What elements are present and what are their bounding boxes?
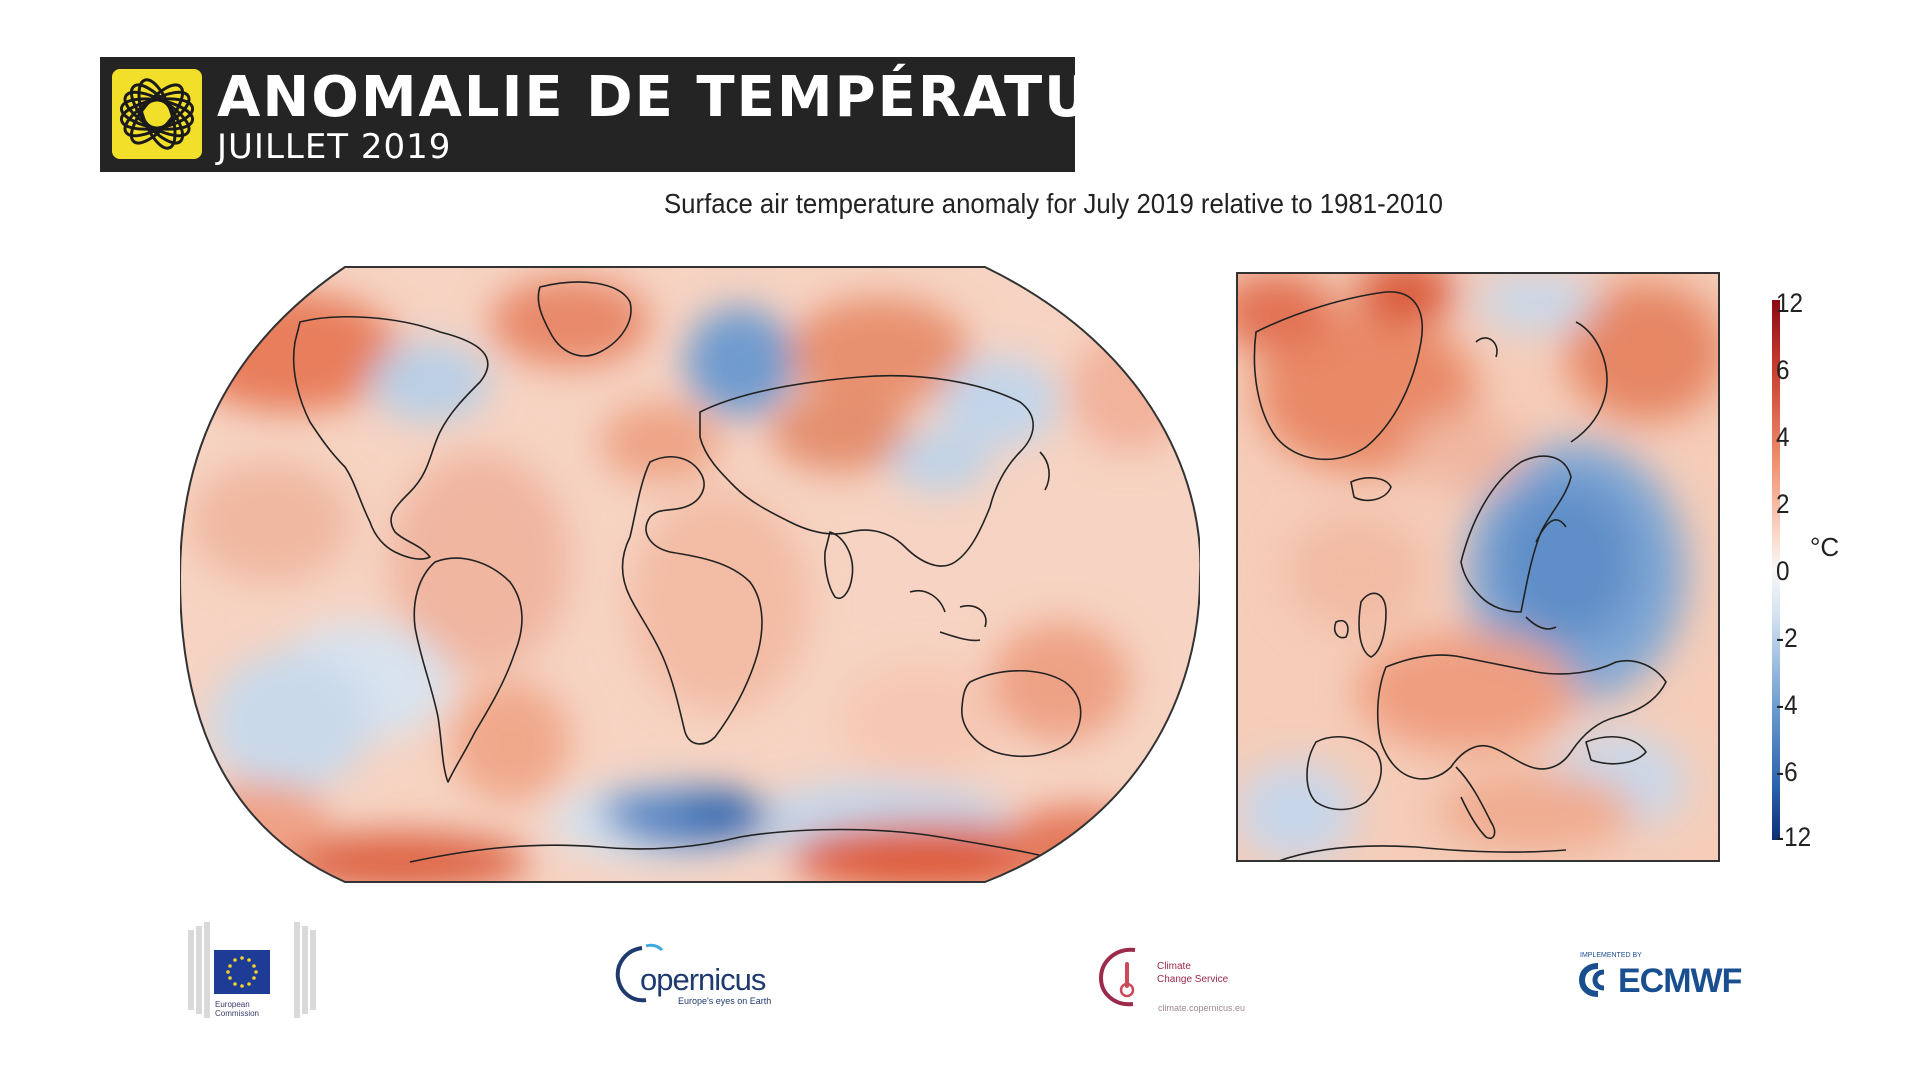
colorbar-tick-label: -4 (1776, 690, 1798, 720)
colorbar-unit: °C (1810, 532, 1840, 562)
colorbar-tick-label: 12 (1776, 288, 1804, 318)
world-anomaly-map (180, 266, 1200, 883)
banner-subtitle: JUILLET 2019 (217, 127, 452, 167)
ecmwf-wordmark: ECMWF (1618, 962, 1742, 1000)
c3s-url: climate.copernicus.eu (1158, 1003, 1246, 1013)
colorbar-tick-label: 2 (1776, 489, 1790, 519)
colorbar-tick-label: 6 (1776, 355, 1790, 385)
colorbar-tick-label: -12 (1776, 822, 1812, 852)
climate-change-service-logo (1098, 947, 1136, 1007)
c3s-wordmark: Climate Change Service (1157, 961, 1229, 985)
eu-caption: European Commission (215, 1000, 260, 1018)
yellow-globe-logo-icon (112, 69, 202, 159)
copernicus-wordmark: opernicus (640, 962, 766, 997)
ecmwf-symbol-icon (1578, 963, 1605, 997)
copernicus-logo (615, 943, 664, 1003)
colorbar-tick-label: -2 (1776, 623, 1798, 653)
title-banner: ANOMALIE DE TEMPÉRATURE JUILLET 2019 (100, 57, 1175, 172)
figure-title: Surface air temperature anomaly for July… (664, 188, 1443, 219)
colorbar-tick-label: 4 (1776, 422, 1790, 452)
banner-title: ANOMALIE DE TEMPÉRATURE (217, 65, 1178, 130)
colorbar-tick-label: -6 (1776, 757, 1798, 787)
ecmwf-tagline: IMPLEMENTED BY (1580, 952, 1642, 959)
copernicus-tagline: Europe's eyes on Earth (678, 996, 772, 1006)
colorbar-tick-label: 0 (1776, 556, 1790, 586)
eu-commission-logo (188, 922, 316, 1018)
temperature-colorbar (1772, 300, 1780, 840)
europe-anomaly-map (1236, 272, 1720, 862)
